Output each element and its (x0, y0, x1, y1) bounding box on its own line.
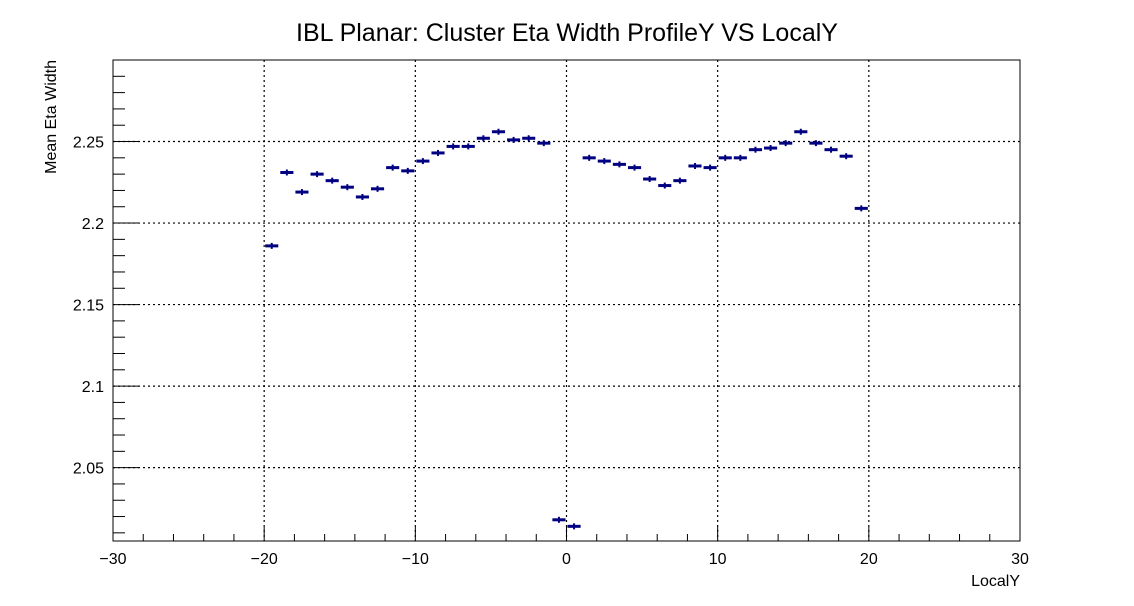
data-point (794, 128, 808, 135)
data-point (733, 154, 747, 161)
data-point (748, 146, 763, 153)
data-point (491, 128, 506, 135)
data-point (386, 164, 400, 171)
data-point (310, 171, 324, 178)
data-point (718, 154, 732, 161)
data-point (537, 140, 551, 147)
data-point (370, 185, 385, 192)
data-point (401, 167, 415, 174)
x-tick-label: 20 (860, 551, 878, 568)
data-point (507, 136, 521, 143)
data-point (325, 177, 339, 184)
y-tick-label: 2.15 (73, 298, 104, 315)
x-tick-labels: −30 −20 −10 0 10 20 30 (99, 551, 1029, 568)
data-point (582, 154, 596, 161)
data-point (612, 161, 626, 168)
chart-title: IBL Planar: Cluster Eta Width ProfileY V… (296, 19, 838, 47)
grid (113, 60, 1020, 541)
data-point (673, 177, 687, 184)
y-tick-label: 2.25 (73, 135, 104, 152)
data-point (703, 164, 717, 171)
data-point (446, 143, 460, 150)
data-point (295, 189, 309, 196)
data-point (416, 158, 430, 165)
data-point (688, 162, 702, 169)
data-point (839, 153, 853, 160)
x-axis-title: LocalY (971, 573, 1020, 590)
x-tick-label: −30 (99, 551, 126, 568)
data-markers (265, 128, 868, 530)
x-tick-label: 0 (562, 551, 571, 568)
data-point (643, 176, 657, 183)
data-point (340, 184, 354, 191)
y-tick-label: 2.1 (82, 379, 104, 396)
data-point (552, 516, 566, 523)
data-point (522, 135, 536, 142)
data-point (854, 205, 868, 212)
data-point (779, 140, 793, 147)
x-tick-label: −20 (251, 551, 278, 568)
data-point (597, 158, 611, 165)
x-tick-label: 10 (709, 551, 727, 568)
data-point (280, 169, 294, 176)
data-point (764, 145, 778, 152)
x-tick-label: −10 (402, 551, 429, 568)
y-tick-label: 2.05 (73, 461, 104, 478)
data-point (567, 523, 581, 530)
y-axis-title: Mean Eta Width (43, 60, 60, 174)
y-tick-label: 2.2 (82, 216, 104, 233)
data-point (809, 140, 823, 147)
y-tick-labels: 2.05 2.1 2.15 2.2 2.25 (73, 135, 104, 478)
data-point (476, 135, 490, 142)
data-point (658, 182, 672, 189)
data-point (461, 143, 475, 150)
data-point (627, 164, 642, 171)
x-tick-label: 30 (1011, 551, 1029, 568)
data-point (265, 242, 279, 249)
data-point (824, 146, 838, 153)
data-point (431, 149, 445, 156)
data-point (355, 193, 369, 200)
axis-ticks (112, 75, 1021, 541)
